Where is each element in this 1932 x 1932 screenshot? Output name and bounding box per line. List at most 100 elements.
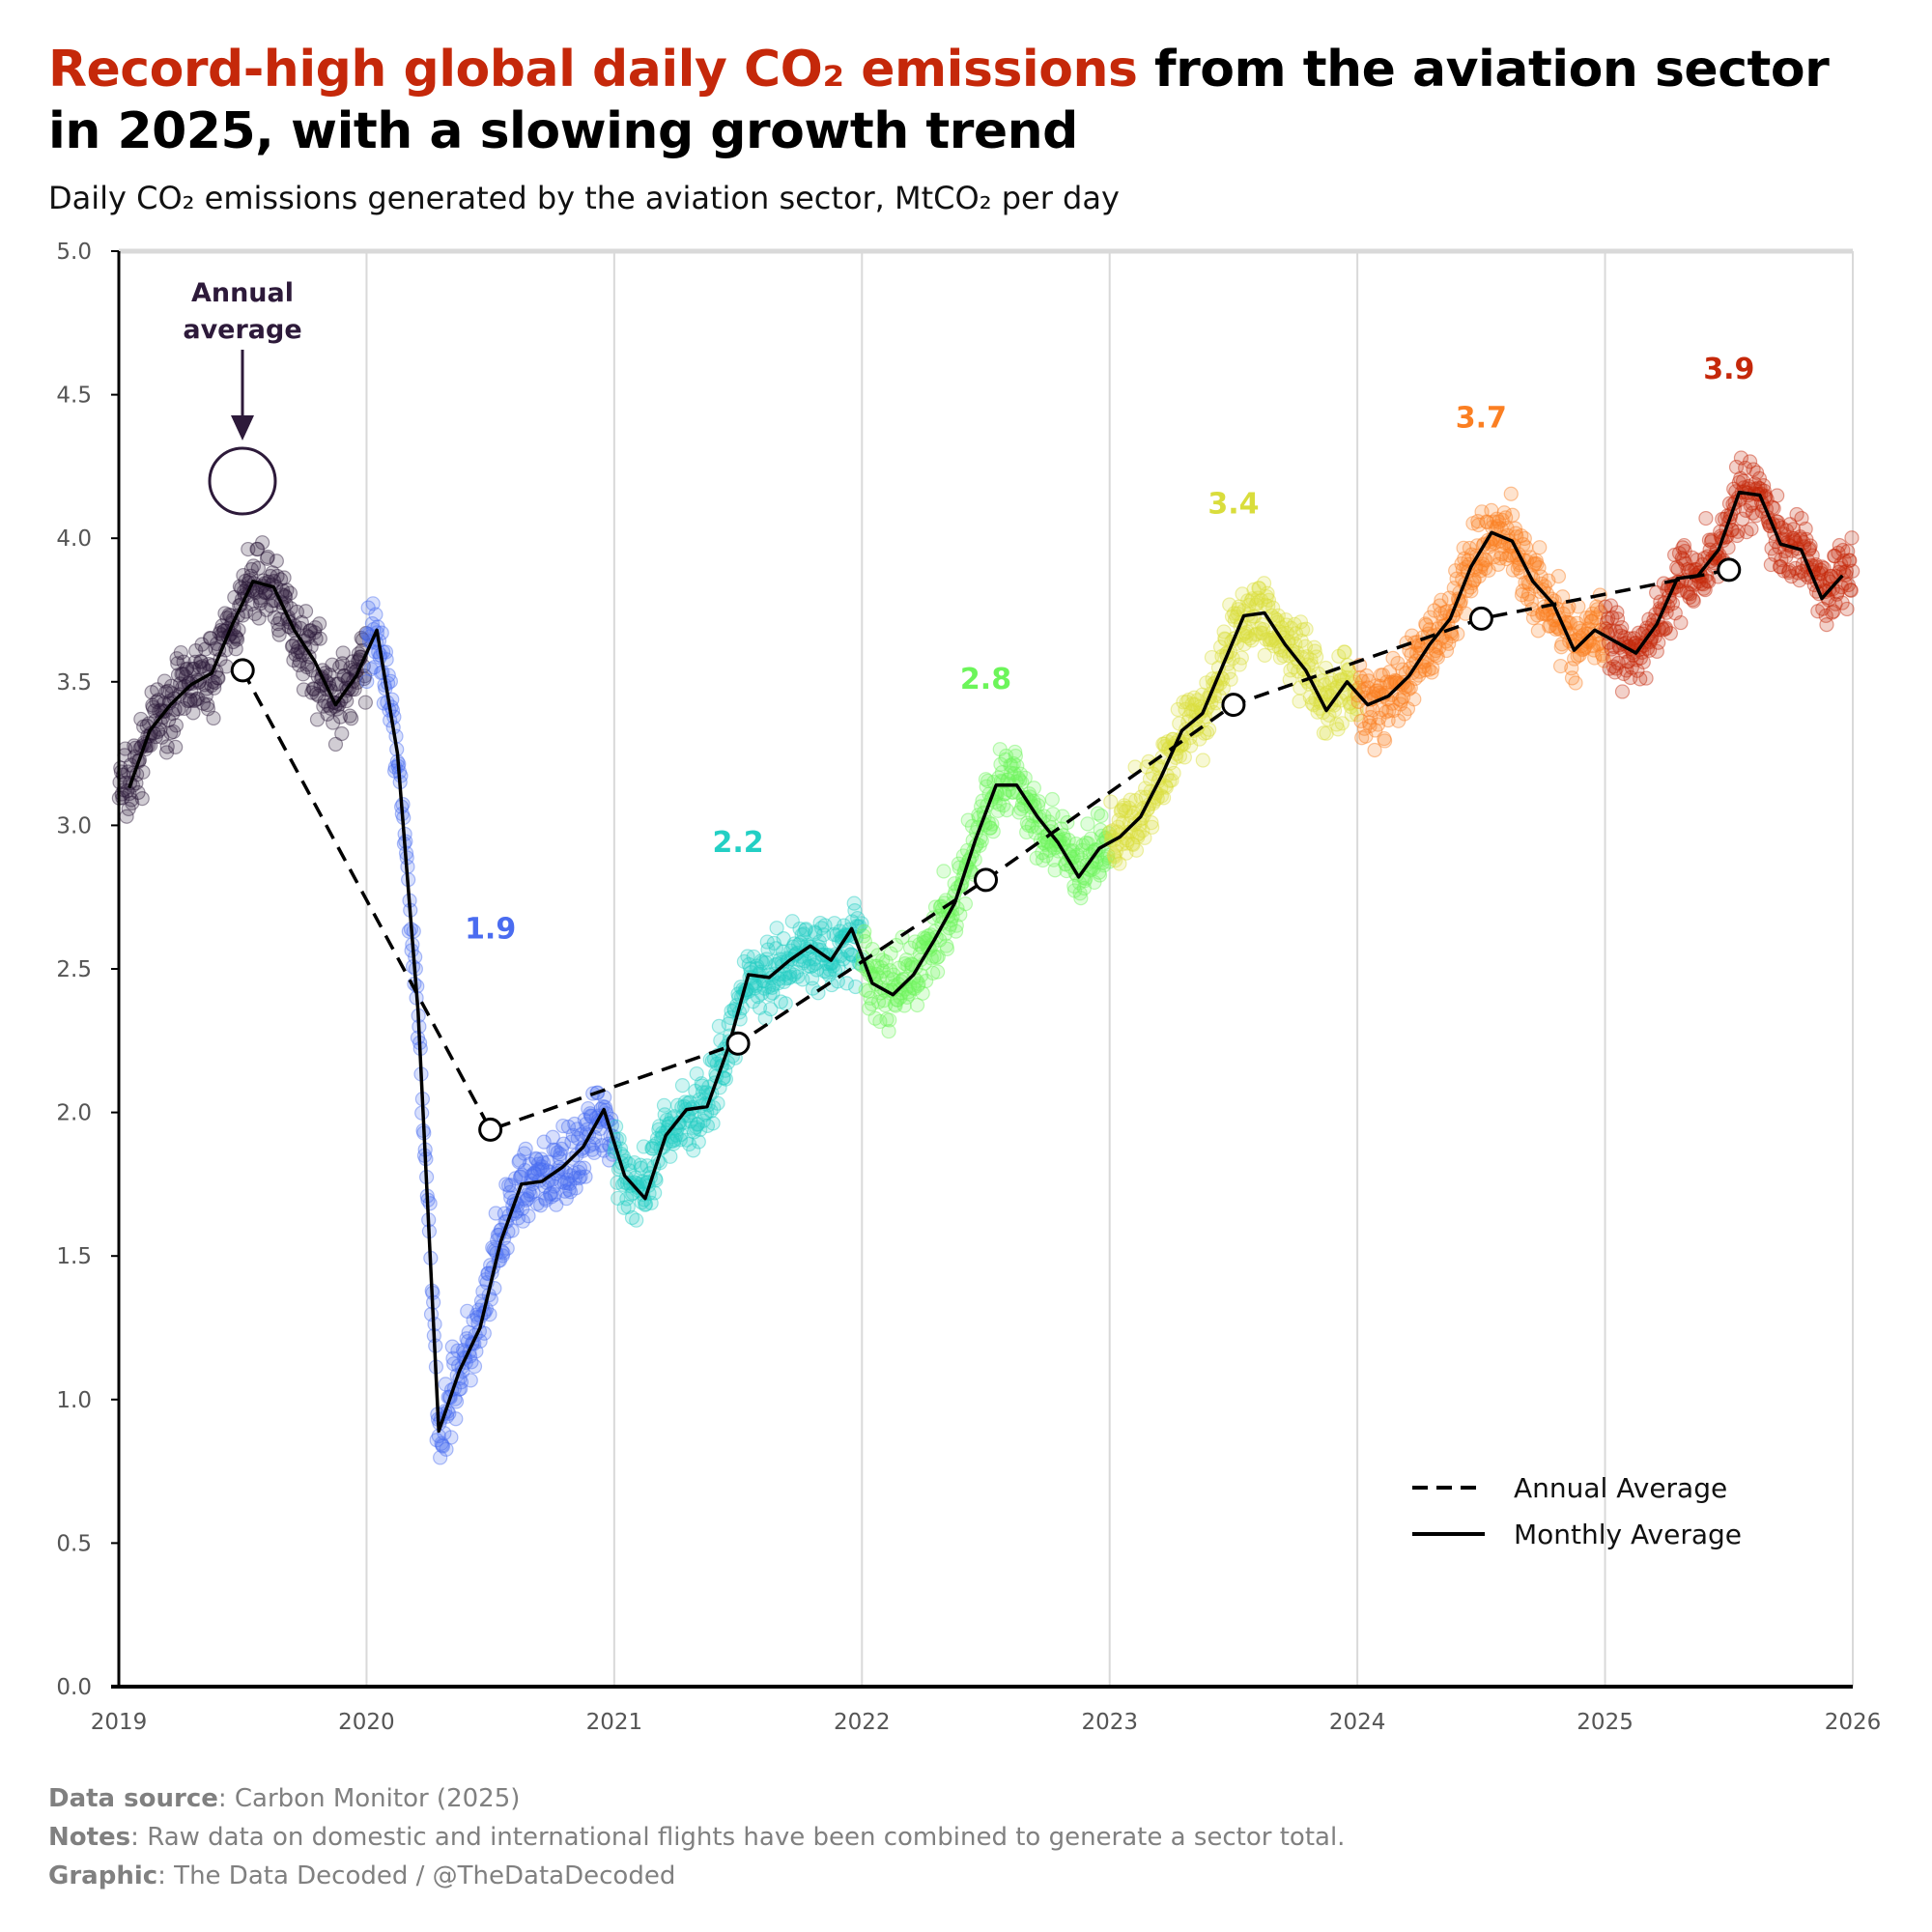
daily-point — [195, 659, 211, 674]
daily-point — [688, 1083, 703, 1098]
daily-point — [611, 1190, 626, 1207]
y-tick-label: 1.5 — [56, 1244, 92, 1269]
daily-point — [644, 1141, 661, 1156]
daily-point — [136, 719, 152, 734]
daily-point — [161, 712, 177, 727]
daily-point — [695, 1085, 711, 1100]
y-tick-label: 0.0 — [56, 1675, 92, 1700]
daily-point — [798, 922, 813, 937]
daily-point — [533, 1198, 549, 1213]
daily-point — [1819, 617, 1834, 633]
daily-point — [183, 693, 198, 708]
daily-point — [699, 1118, 716, 1133]
daily-point — [666, 1133, 681, 1149]
daily-point — [279, 582, 295, 598]
y-tick-label: 1.0 — [56, 1388, 92, 1413]
daily-point — [651, 1119, 668, 1134]
daily-point — [434, 1435, 449, 1451]
daily-point — [354, 630, 369, 646]
daily-point — [1662, 626, 1678, 641]
daily-point — [284, 639, 300, 654]
footer-source: Data source: Carbon Monitor (2025) — [48, 1784, 521, 1813]
daily-point — [651, 1122, 667, 1137]
daily-point — [771, 971, 786, 986]
daily-point — [165, 724, 182, 740]
daily-point — [289, 604, 305, 620]
daily-point — [190, 691, 206, 706]
daily-point — [1080, 816, 1095, 832]
daily-point — [569, 1122, 585, 1137]
daily-point — [519, 1192, 534, 1208]
daily-point — [202, 630, 218, 646]
daily-point — [192, 660, 208, 675]
daily-point — [748, 978, 763, 993]
daily-point — [435, 1438, 451, 1454]
daily-point — [567, 1116, 582, 1132]
annual-average-point — [1468, 606, 1493, 631]
daily-point — [365, 596, 381, 611]
daily-point — [342, 708, 357, 724]
daily-point — [520, 1191, 535, 1207]
daily-point — [765, 985, 781, 1001]
daily-point — [656, 1097, 672, 1113]
daily-point — [272, 611, 288, 627]
daily-point — [530, 1162, 546, 1178]
daily-point — [308, 631, 324, 646]
daily-point — [624, 1186, 639, 1202]
daily-point — [306, 681, 322, 697]
daily-point — [243, 561, 259, 578]
daily-point — [533, 1151, 549, 1167]
annual-label: 2.8 — [960, 663, 1011, 696]
daily-point — [299, 659, 315, 675]
daily-point — [330, 676, 346, 692]
daily-point — [1377, 733, 1393, 749]
daily-point — [1614, 684, 1631, 699]
daily-point — [1638, 670, 1654, 686]
daily-point — [1503, 486, 1519, 501]
daily-point — [999, 803, 1014, 818]
daily-point — [657, 1107, 672, 1122]
daily-point — [683, 1114, 698, 1129]
daily-point — [915, 985, 930, 1001]
daily-point — [596, 1143, 611, 1158]
daily-point — [168, 718, 184, 733]
daily-point — [325, 657, 340, 672]
daily-point — [158, 745, 175, 760]
y-tick-label: 5.0 — [56, 240, 92, 265]
daily-point — [546, 1142, 561, 1157]
daily-point — [250, 541, 266, 557]
daily-point — [529, 1196, 545, 1211]
daily-point — [754, 954, 770, 971]
x-tick-label: 2021 — [586, 1710, 643, 1735]
daily-point — [530, 1156, 547, 1172]
daily-point — [936, 864, 952, 879]
daily-point — [444, 1339, 460, 1354]
daily-point — [144, 685, 159, 700]
daily-point — [309, 712, 326, 727]
daily-point — [769, 921, 784, 936]
daily-point — [368, 607, 384, 622]
daily-point — [244, 596, 260, 612]
chart-subtitle: Daily CO₂ emissions generated by the avi… — [48, 180, 1120, 216]
daily-point — [514, 1167, 529, 1182]
daily-point — [145, 699, 161, 715]
daily-point — [1195, 753, 1210, 768]
daily-point — [563, 1168, 579, 1183]
daily-point — [568, 1180, 583, 1196]
daily-point — [188, 692, 205, 707]
daily-point — [296, 682, 312, 697]
daily-point — [570, 1130, 585, 1146]
annual-average-point — [478, 1117, 503, 1142]
daily-point — [746, 949, 761, 965]
daily-point — [687, 1121, 702, 1136]
daily-point — [626, 1154, 642, 1171]
daily-point — [133, 711, 149, 727]
daily-point — [309, 686, 325, 701]
daily-point — [581, 1100, 596, 1117]
daily-point — [786, 936, 802, 952]
daily-point — [1406, 692, 1422, 707]
daily-point — [752, 1000, 768, 1015]
daily-point — [176, 654, 191, 669]
daily-point — [561, 1181, 577, 1198]
daily-point — [231, 622, 246, 638]
